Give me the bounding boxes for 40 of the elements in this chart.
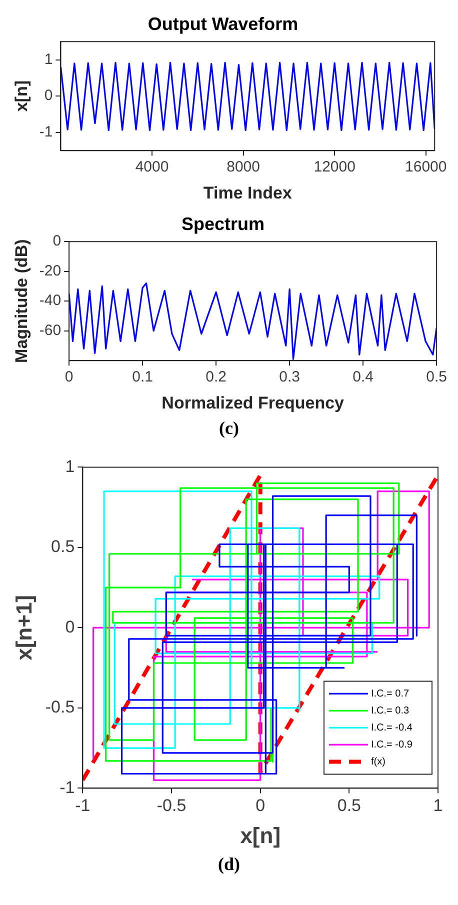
chart-title: Output Waveform	[148, 14, 298, 34]
y-axis-title: x[n]	[12, 80, 31, 112]
y-tick-label: -1	[39, 124, 53, 141]
x-tick-label: 0.5	[426, 368, 448, 386]
y-axis-title: x[n+1]	[11, 594, 36, 660]
x-tick-label: 8000	[226, 158, 260, 176]
x-tick-label: 12000	[314, 158, 356, 176]
x-tick-label: 0.2	[206, 368, 227, 386]
y-tick-label: -40	[39, 292, 62, 310]
y-tick-label: 0	[65, 617, 75, 636]
y-axis-title: Magnitude (dB)	[12, 239, 31, 363]
x-tick-label: 0	[256, 796, 266, 816]
x-tick-label: -0.5	[156, 796, 186, 816]
legend-label: I.C.= 0.3	[371, 705, 410, 716]
legend-label: f(x)	[371, 756, 386, 768]
x-tick-label: 0.5	[337, 796, 361, 816]
y-tick-label: -20	[39, 262, 62, 280]
x-tick-label: 0.4	[352, 368, 374, 386]
y-tick-label: -0.5	[45, 698, 75, 717]
x-tick-label: 1	[433, 796, 443, 816]
y-tick-label: 0	[44, 87, 53, 104]
text: (c)	[218, 418, 240, 440]
x-tick-label: 0.1	[132, 368, 154, 386]
chart-title: Spectrum	[181, 214, 265, 234]
y-tick-label: 0.5	[51, 537, 75, 556]
y-tick-label: 0	[52, 232, 62, 250]
x-axis-title: Normalized Frequency	[162, 393, 345, 412]
text: (d)	[217, 854, 241, 876]
x-axis-title: x[n]	[240, 822, 281, 848]
x-axis-title: Time Index	[203, 183, 292, 202]
y-tick-label: -1	[60, 778, 75, 797]
y-tick-label: -60	[39, 322, 62, 339]
x-tick-label: 16000	[405, 158, 447, 176]
x-tick-label: 0.3	[279, 368, 300, 386]
x-tick-label: 4000	[135, 158, 169, 176]
legend-label: I.C.= -0.4	[371, 722, 413, 734]
y-tick-label: 1	[65, 456, 75, 476]
legend-label: I.C.= -0.9	[371, 739, 413, 750]
y-tick-label: 1	[44, 50, 53, 68]
legend-label: I.C.= 0.7	[371, 688, 410, 700]
